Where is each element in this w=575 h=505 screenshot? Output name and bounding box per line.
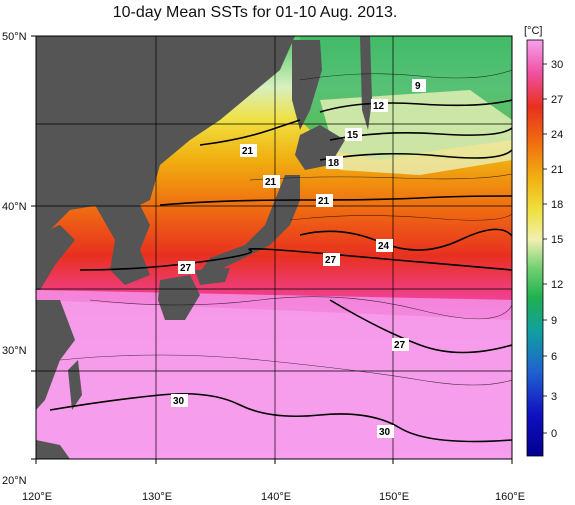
lon-label: 160°E [495, 491, 525, 503]
svg-text:30: 30 [379, 427, 391, 438]
svg-text:27: 27 [325, 255, 337, 266]
graticule [36, 36, 512, 459]
contour-label: 18 [326, 156, 343, 169]
colorbar: [°C] 30 27 24 21 18 15 12 9 6 3 0 [524, 25, 563, 457]
axis-ticks [31, 35, 513, 464]
lon-label: 130°E [142, 491, 172, 503]
contour-label: 12 [371, 99, 388, 112]
svg-text:27: 27 [394, 340, 406, 351]
svg-text:30: 30 [173, 396, 185, 407]
longitude-labels: 120°E 130°E 140°E 150°E 160°E [22, 491, 525, 503]
land-kyushu [158, 275, 200, 320]
colorbar-tick: 15 [551, 234, 563, 246]
land-luzon-north [36, 440, 70, 459]
contour-label: 21 [240, 144, 257, 157]
svg-text:24: 24 [378, 241, 390, 252]
isotherm-24 [299, 228, 512, 251]
warm-pool-core [36, 300, 512, 459]
svg-text:15: 15 [347, 130, 359, 141]
lon-label: 140°E [261, 491, 291, 503]
map-border [35, 35, 513, 460]
colorbar-tick: 12 [551, 279, 563, 291]
map-area: 9 12 15 18 21 21 24 27 27 27 30 30 21 [36, 36, 512, 459]
land-mainland-asia [36, 36, 295, 235]
contour-label: 27 [178, 261, 195, 274]
svg-text:27: 27 [180, 263, 192, 274]
colorbar-tick: 18 [551, 199, 563, 211]
land-sakhalin [292, 40, 322, 130]
contour-label: 24 [376, 239, 393, 252]
land-china-coast [36, 300, 75, 410]
isotherm-18 [319, 149, 512, 161]
svg-text:18: 18 [328, 158, 340, 169]
contour-label: 27 [323, 253, 340, 266]
colorbar-tick: 3 [551, 391, 557, 403]
contour-label: 15 [345, 128, 362, 141]
lon-label: 120°E [22, 491, 52, 503]
contour-label: 30 [171, 394, 188, 407]
land-korea [95, 205, 150, 285]
colorbar-tick: 0 [551, 428, 557, 440]
lat-label: 40°N [2, 201, 27, 213]
colorbar-tick: 30 [551, 59, 563, 71]
land-kamchatka-tip [360, 36, 372, 130]
colorbar-gradient [526, 39, 544, 457]
svg-text:21: 21 [242, 146, 254, 157]
contour-label: 21 [316, 194, 333, 207]
lat-label: 50°N [2, 31, 27, 43]
contour-labels: 9 12 15 18 21 21 24 27 27 27 30 30 21 [171, 79, 426, 438]
land-shandong [36, 225, 75, 290]
land-shikoku [195, 268, 230, 285]
lat-label: 20°N [2, 475, 27, 487]
isotherm-27-south [329, 299, 512, 354]
svg-text:12: 12 [373, 101, 385, 112]
isotherm-21 [159, 195, 512, 206]
map-title: 10-day Mean SSTs for 01-10 Aug. 2013. [112, 4, 398, 21]
lon-label: 150°E [379, 491, 409, 503]
isotherm-21-west [199, 119, 301, 146]
land-masses [36, 36, 372, 459]
svg-text:9: 9 [415, 81, 421, 92]
colorbar-tick: 24 [551, 129, 563, 141]
latitude-labels: 50°N 40°N 30°N 20°N [2, 31, 27, 487]
contour-label: 30 [377, 425, 394, 438]
colorbar-tick: 9 [551, 315, 557, 327]
svg-text:21: 21 [318, 196, 330, 207]
land-taiwan [68, 360, 82, 410]
svg-text:21: 21 [265, 177, 277, 188]
colorbar-unit: [°C] [524, 25, 542, 37]
colorbar-tick: 21 [551, 164, 563, 176]
lat-label: 30°N [2, 345, 27, 357]
contour-label: 9 [412, 79, 426, 92]
isotherm-minor-lines [59, 69, 512, 386]
contour-label: 27 [392, 338, 409, 351]
contour-label: 21 [263, 175, 280, 188]
colorbar-tick: 27 [551, 94, 563, 106]
colorbar-tick: 6 [551, 351, 557, 363]
isotherm-12 [319, 99, 512, 113]
